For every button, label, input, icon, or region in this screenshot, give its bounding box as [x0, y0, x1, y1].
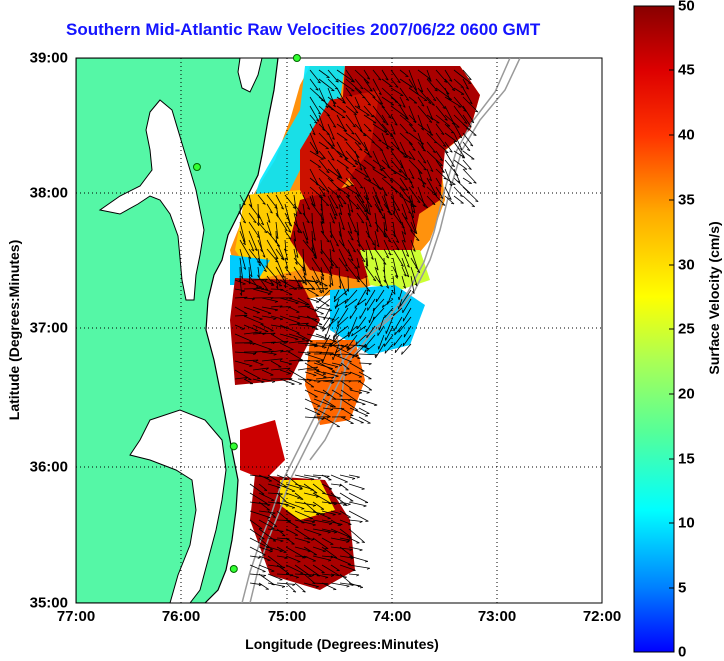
radar-station-marker: [230, 443, 237, 450]
vector-head: [323, 551, 326, 552]
radar-station-marker: [230, 565, 237, 572]
vector-head: [264, 490, 267, 491]
vector-head: [267, 518, 270, 519]
radar-station-marker: [293, 55, 300, 62]
vector-head: [468, 83, 471, 84]
vector-head: [405, 76, 408, 77]
vector-head: [398, 306, 399, 309]
vector-head: [288, 374, 291, 375]
vector-head: [362, 489, 365, 490]
vector-head: [300, 499, 303, 500]
vector-head: [292, 508, 295, 509]
vector-head: [395, 332, 396, 335]
vector-head: [318, 535, 321, 536]
vector-head: [269, 552, 272, 553]
vector-head: [333, 103, 336, 104]
vector-head: [322, 190, 325, 191]
vector-head: [354, 114, 357, 115]
radar-station-marker: [193, 164, 200, 171]
vector-head: [260, 319, 263, 320]
vector-head: [374, 405, 377, 406]
velocity-vector: [330, 276, 331, 287]
vector-head: [316, 302, 319, 303]
colorbar: [634, 6, 674, 652]
vector-head: [353, 570, 356, 571]
vector-head: [348, 348, 351, 349]
vector-head: [302, 339, 305, 340]
vector-head: [321, 360, 324, 361]
velocity-vector: [348, 276, 349, 292]
